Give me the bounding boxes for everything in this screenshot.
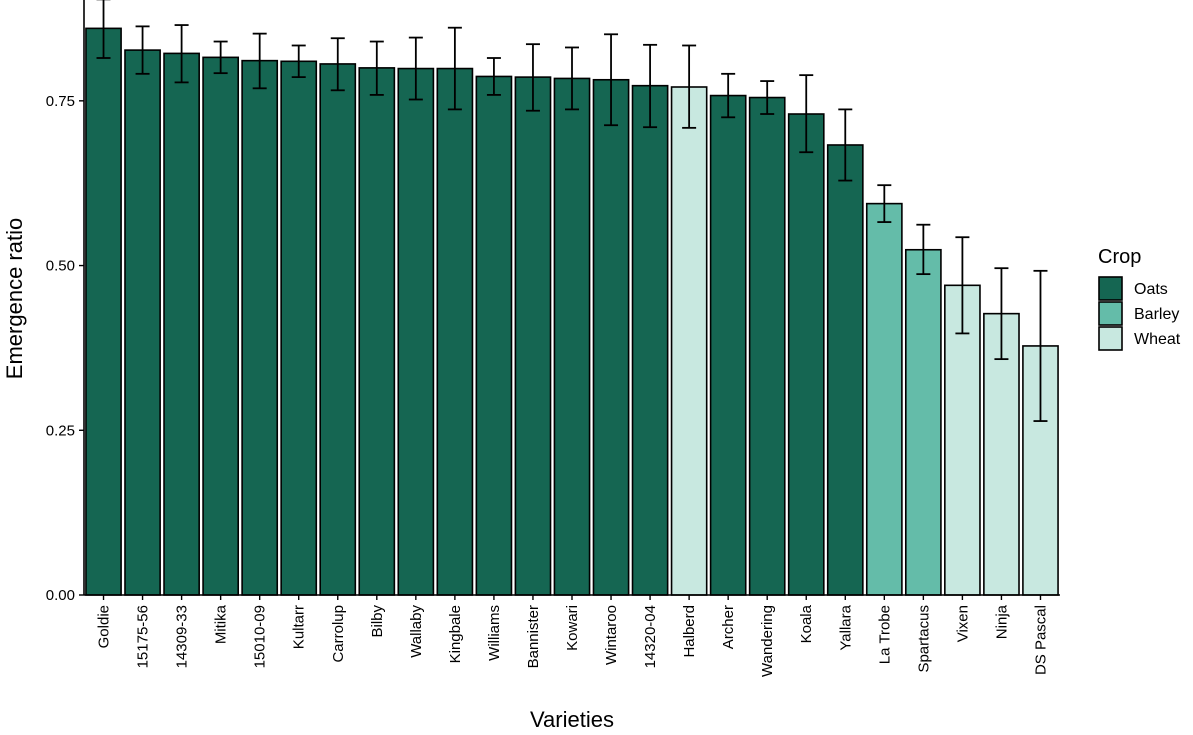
x-tick-label: Vixen: [954, 605, 971, 642]
error-bar: [994, 267, 1009, 361]
x-tick-label: Koala: [798, 604, 815, 643]
x-tick-label: 14309-33: [174, 605, 191, 668]
legend-title: Crop: [1098, 246, 1141, 268]
bar-14320-04: [631, 84, 669, 596]
error-bar: [1033, 269, 1048, 422]
x-tick-label: Wallaby: [408, 605, 425, 658]
x-tick-label: Bilby: [369, 605, 386, 638]
y-ticks: 0.00 0.25 0.50 0.75: [46, 93, 84, 604]
error-bar: [877, 184, 892, 223]
legend-label: Oats: [1134, 281, 1168, 298]
x-tick-label: Archer: [720, 605, 737, 649]
y-tick-label: 0.25: [46, 422, 75, 439]
error-bar: [408, 36, 423, 101]
error-bar: [838, 108, 853, 182]
y-tick-label: 0.50: [46, 258, 75, 275]
bar-mitika: [202, 56, 240, 596]
x-tick-label: Bannister: [525, 605, 542, 668]
bars-layer: [85, 27, 1059, 596]
legend-item-wheat: Wheat: [1098, 326, 1181, 351]
legend-label: Wheat: [1134, 331, 1181, 348]
bar-bilby: [358, 67, 396, 596]
x-tick-label: Ninja: [993, 604, 1010, 639]
bar-14309-33: [163, 52, 200, 596]
bar-halberd: [670, 86, 708, 596]
x-tick-label: Kowari: [564, 605, 581, 651]
x-tick-label: 14320-04: [642, 605, 659, 668]
bar-yallara: [826, 144, 864, 596]
error-bar: [213, 40, 228, 75]
error-bar: [252, 32, 267, 90]
error-bar: [135, 25, 150, 75]
x-tick-label: Kingbale: [447, 605, 464, 663]
x-tick-label: 15175-56: [135, 605, 152, 668]
legend-item-oats: Oats: [1098, 276, 1168, 301]
error-bar: [721, 72, 736, 119]
legend-item-barley: Barley: [1098, 301, 1179, 326]
bar-vixen: [944, 284, 981, 596]
bar-kingbale: [436, 67, 474, 596]
error-bar: [916, 223, 931, 276]
x-tick-label: Yallara: [837, 604, 854, 650]
x-tick-label: Carrolup: [330, 605, 347, 663]
y-tick-label: 0.75: [46, 93, 75, 110]
bar-spartacus: [904, 248, 942, 596]
legend-swatch: [1098, 326, 1123, 351]
legend-items: Oats Barley Wheat: [1098, 276, 1181, 351]
legend: Crop Oats Barley Wheat: [1098, 246, 1181, 351]
error-bar: [565, 46, 579, 111]
bar-ninja: [983, 312, 1020, 596]
x-tick-label: La Trobe: [876, 605, 893, 664]
error-bar: [369, 40, 384, 96]
x-tick-label: 15010-09: [252, 605, 269, 668]
legend-label: Barley: [1134, 306, 1179, 323]
bar-wintaroo: [592, 78, 630, 596]
error-bar: [955, 236, 970, 335]
bar-wallaby: [397, 67, 435, 596]
x-ticks: Goldie 15175-56 14309-33 Mitika 15010-09 Kult…: [96, 595, 1049, 677]
bar-bannister: [514, 76, 552, 596]
x-tick-label: Halberd: [681, 605, 698, 658]
bar-15175-56: [124, 49, 161, 596]
x-tick-label: Goldie: [96, 605, 113, 648]
error-bar: [604, 33, 619, 127]
bar-koala: [787, 113, 825, 596]
error-bar: [760, 80, 775, 115]
x-tick-label: Wandering: [759, 605, 776, 677]
error-bar: [447, 26, 462, 111]
error-bar: [682, 44, 697, 129]
legend-swatch: [1098, 276, 1123, 301]
x-axis-title: Varieties: [530, 707, 614, 732]
error-bar: [486, 57, 501, 96]
x-tick-label: Spartacus: [915, 605, 932, 673]
error-bar: [96, 0, 111, 59]
x-tick-label: Kultarr: [291, 605, 308, 649]
error-bar: [525, 43, 540, 112]
x-tick-label: Mitika: [213, 604, 230, 644]
bar-carrolup: [319, 63, 357, 596]
bar-15010-09: [241, 59, 279, 596]
bar-kultarr: [280, 60, 318, 596]
bar-archer: [709, 94, 747, 596]
error-bar: [291, 44, 306, 79]
y-tick-label: 0.00: [46, 587, 75, 604]
legend-swatch: [1098, 301, 1123, 326]
error-bar: [330, 37, 345, 92]
bar-wandering: [748, 96, 786, 596]
bar-williams: [475, 75, 513, 596]
error-bar: [799, 74, 814, 154]
bar-la-trobe: [865, 202, 903, 596]
y-axis-title: Emergence ratio: [2, 218, 27, 379]
x-tick-label: DS Pascal: [1032, 605, 1049, 675]
error-bars-layer: [96, 0, 1048, 422]
x-tick-label: Wintaroo: [603, 605, 620, 665]
bar-kowari: [553, 77, 591, 596]
error-bar: [643, 43, 658, 129]
bar-goldie: [85, 27, 122, 596]
x-tick-label: Williams: [486, 605, 503, 661]
error-bar: [174, 24, 189, 84]
